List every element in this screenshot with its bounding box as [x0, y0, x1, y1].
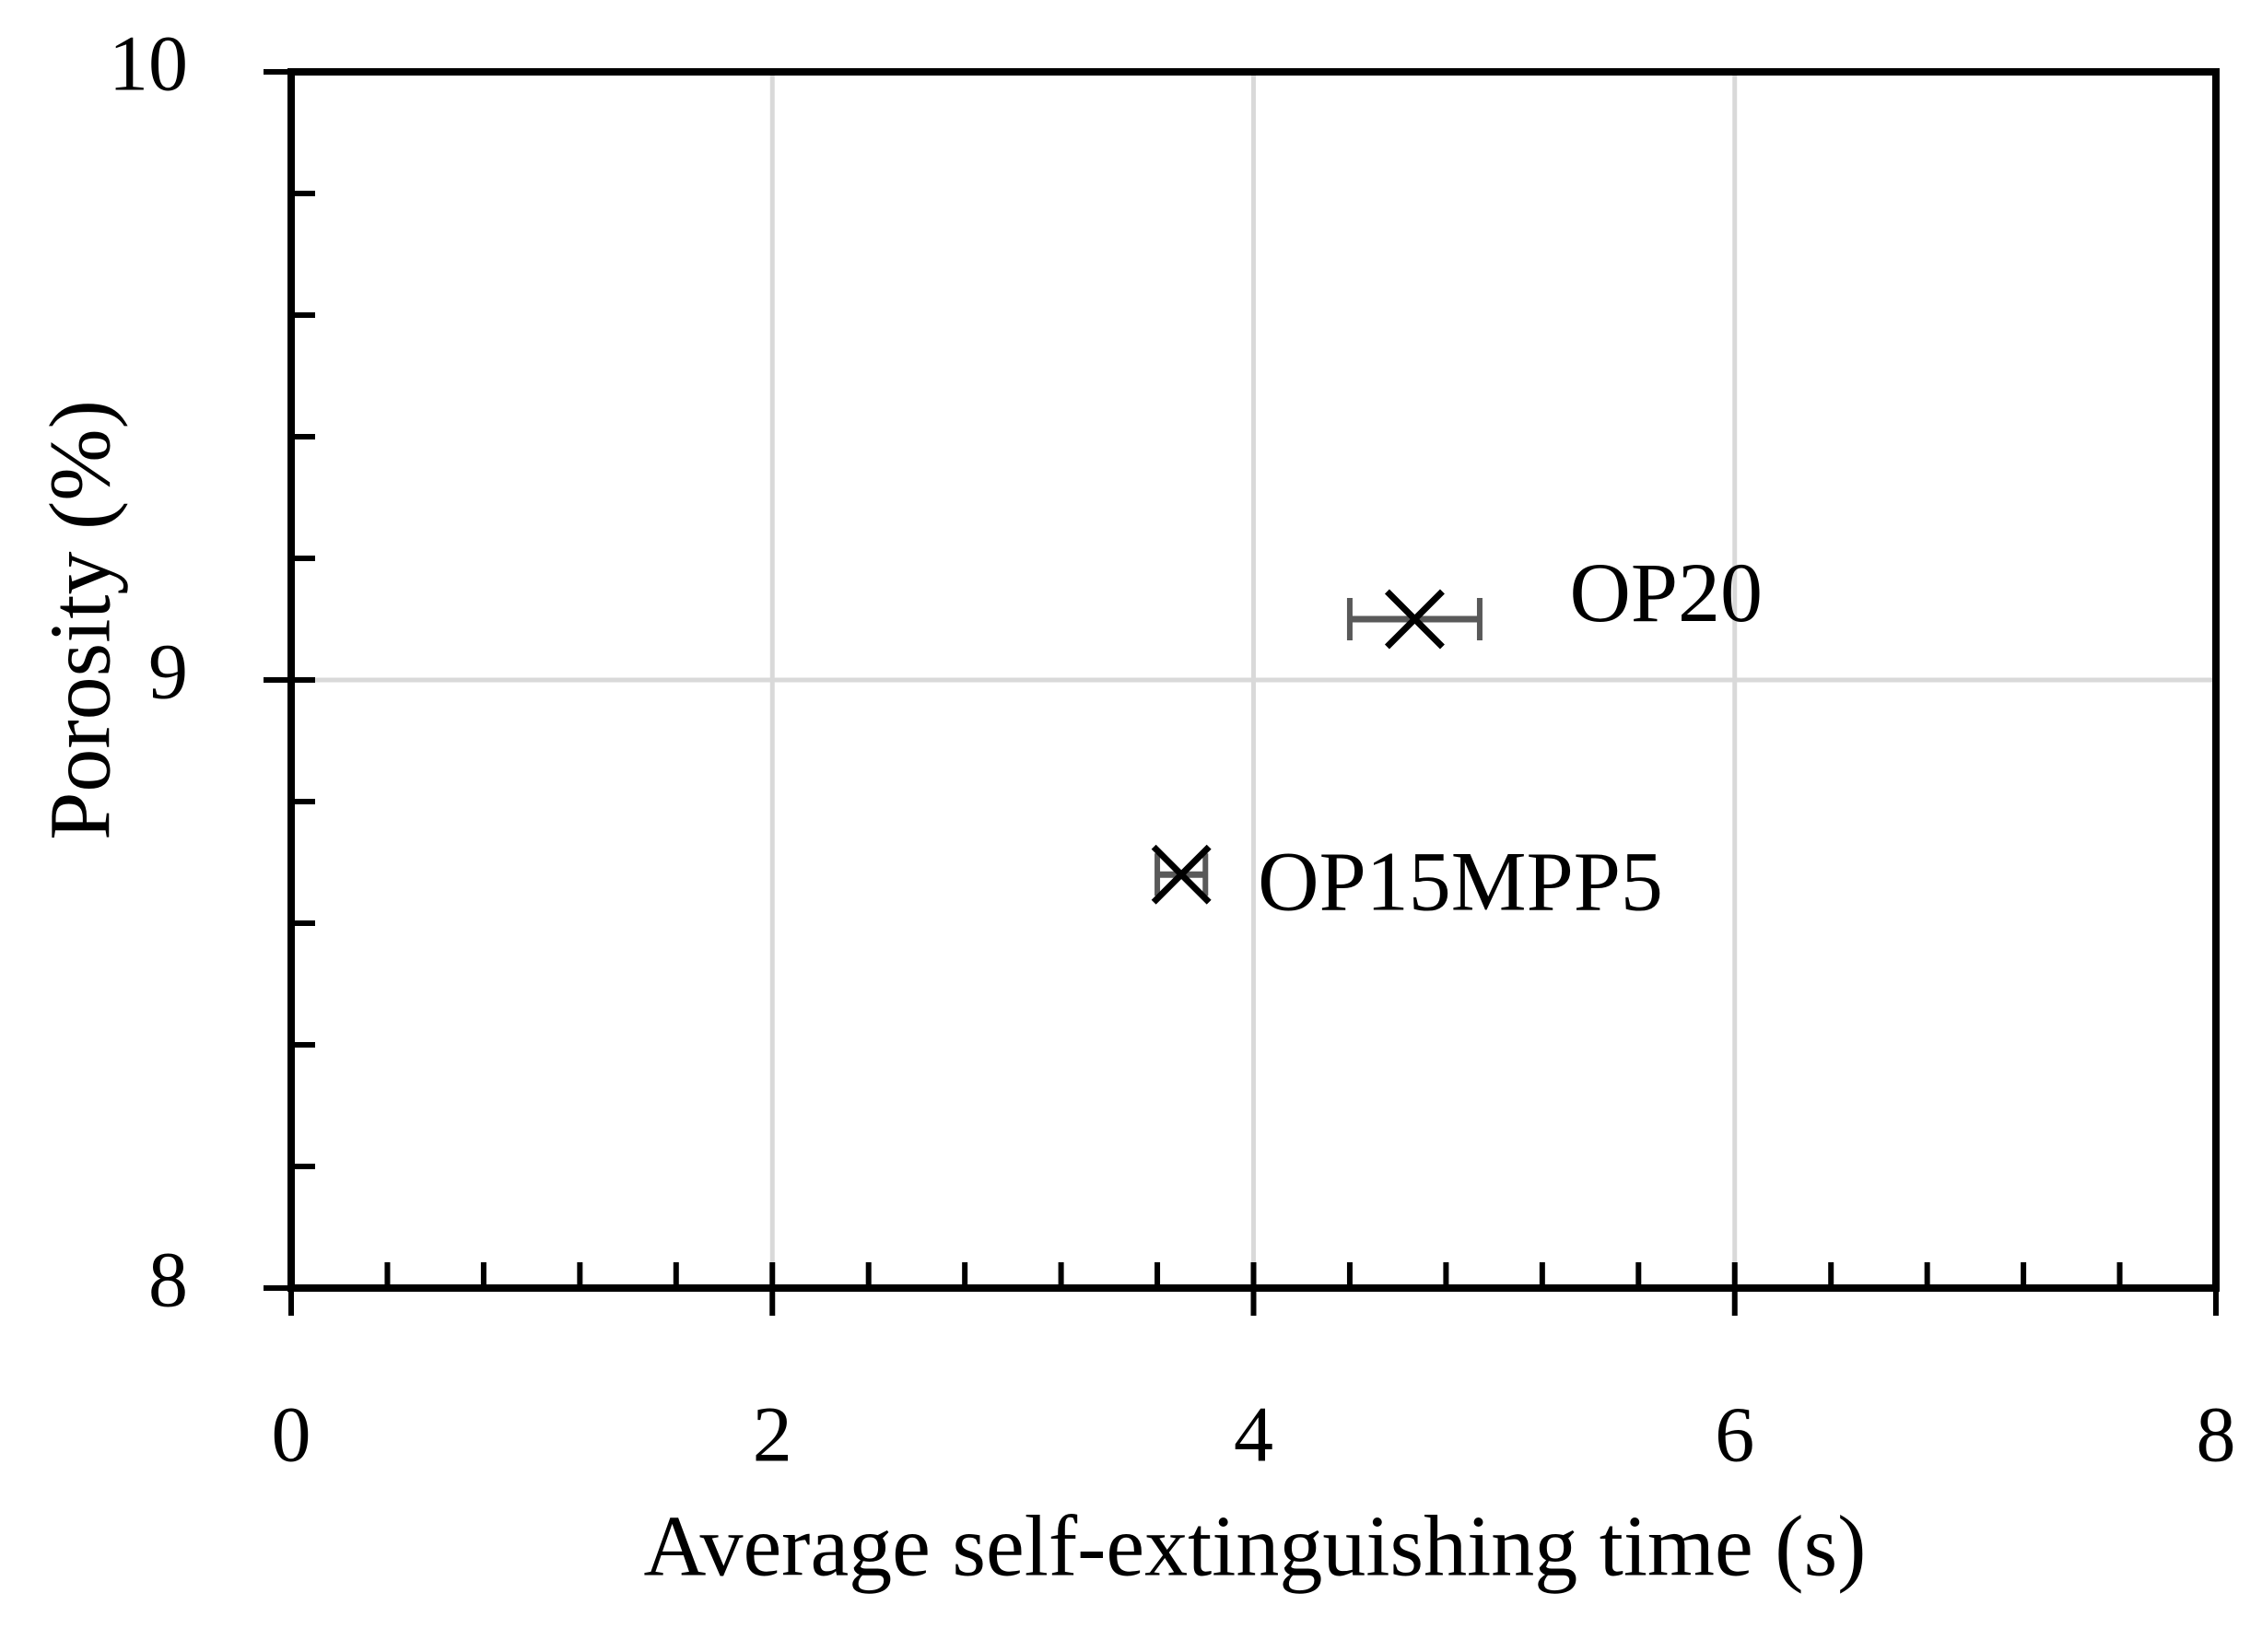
x-tick-label: 4: [1234, 1390, 1273, 1479]
y-tick-label: 9: [148, 627, 188, 716]
y-tick-label: 10: [109, 19, 188, 108]
point-marker: [1384, 589, 1445, 650]
x-tick-label: 2: [753, 1390, 792, 1479]
y-tick-label: 8: [148, 1236, 188, 1324]
x-tick-label: 6: [1715, 1390, 1754, 1479]
point-label: OP15MPP5: [1258, 834, 1663, 928]
y-axis-title: Porosity (%): [33, 400, 129, 840]
x-axis-title: Average self-extinguishing time (s): [644, 1499, 1867, 1595]
x-tick-label: 0: [272, 1390, 311, 1479]
point-marker: [1151, 844, 1212, 905]
point-label: OP20: [1569, 545, 1763, 639]
x-tick-label: 8: [2197, 1390, 2236, 1479]
